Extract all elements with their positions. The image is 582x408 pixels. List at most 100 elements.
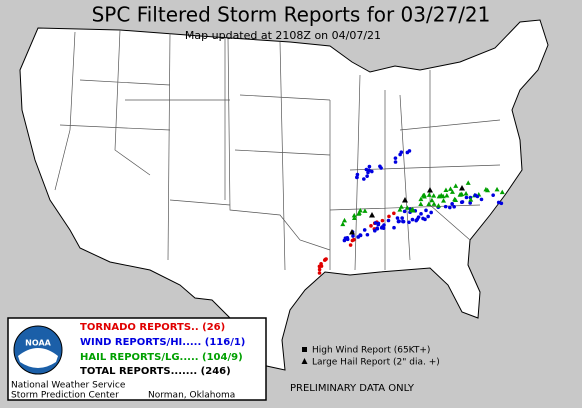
tornado-marker xyxy=(350,238,355,243)
hail-marker xyxy=(362,208,368,213)
hail-marker xyxy=(351,215,357,220)
wind-marker xyxy=(362,177,366,181)
wind-marker xyxy=(491,193,495,197)
title: SPC Filtered Storm Reports for 03/27/21 xyxy=(92,3,491,27)
wind-marker xyxy=(419,212,423,216)
wind-marker xyxy=(397,219,401,224)
wind-marker xyxy=(496,200,501,205)
hail-marker xyxy=(357,207,363,213)
location: Norman, Oklahoma xyxy=(148,391,235,401)
center: Storm Prediction Center xyxy=(11,391,119,401)
wind-marker xyxy=(392,225,396,230)
status: PRELIMINARY DATA ONLY xyxy=(290,383,415,394)
legend-total: TOTAL REPORTS....... (246) xyxy=(80,366,231,377)
large-hail-marker xyxy=(349,229,355,235)
wind-marker xyxy=(460,200,465,204)
wind-marker xyxy=(401,219,405,224)
wind-marker xyxy=(393,156,398,160)
wind-marker xyxy=(372,228,377,233)
wind-marker xyxy=(342,238,347,243)
wind-marker xyxy=(421,216,425,221)
wind-marker xyxy=(443,204,448,209)
hail-marker xyxy=(444,193,450,198)
tornado-marker xyxy=(387,214,391,219)
wind-marker xyxy=(378,164,382,169)
wind-marker xyxy=(376,222,380,226)
wind-marker xyxy=(395,216,400,220)
hail-marker xyxy=(441,198,447,203)
tornado-marker xyxy=(317,267,322,272)
hail-marker xyxy=(494,186,500,192)
hail-marker xyxy=(463,191,469,196)
wind-marker xyxy=(367,164,372,169)
hail-marker xyxy=(453,183,459,188)
wind-marker xyxy=(400,216,404,220)
hail-marker xyxy=(436,203,442,208)
legend-hail: HAIL REPORTS/LG..... (104/9) xyxy=(80,352,243,363)
wind-marker xyxy=(393,160,398,164)
tornado-marker xyxy=(324,257,328,261)
tornado-marker xyxy=(317,271,322,275)
wind-marker xyxy=(429,210,433,215)
wind-marker xyxy=(468,201,472,205)
large-hail-marker xyxy=(369,212,375,218)
wind-marker xyxy=(358,233,363,238)
wind-marker xyxy=(381,226,386,230)
wind-marker xyxy=(355,172,360,177)
wind-marker xyxy=(479,197,484,202)
hail-marker xyxy=(499,189,505,195)
subtitle: Map updated at 2108Z on 04/07/21 xyxy=(185,29,381,42)
large-hail-marker xyxy=(459,185,465,191)
wind-marker xyxy=(450,202,454,206)
us-outline xyxy=(19,19,549,371)
wind-marker xyxy=(414,218,419,223)
legend-high-wind: High Wind Report (65KT+) xyxy=(312,346,430,356)
hail-marker xyxy=(410,206,416,212)
high-wind-symbol xyxy=(302,347,307,352)
wind-marker xyxy=(410,217,415,222)
wind-marker xyxy=(351,234,355,238)
wind-marker xyxy=(367,168,371,173)
legend-large-hail: Large Hail Report (2" dia. +) xyxy=(312,358,440,368)
tornado-marker xyxy=(369,224,373,228)
logo-text: NOAA xyxy=(25,339,51,348)
tornado-marker xyxy=(380,218,385,223)
wind-marker xyxy=(398,152,402,157)
hail-marker xyxy=(404,205,410,210)
legend-wind: WIND REPORTS/HI..... (116/1) xyxy=(80,337,245,348)
hail-marker xyxy=(429,197,435,203)
wind-marker xyxy=(375,226,379,231)
hail-marker xyxy=(443,187,449,192)
wind-marker xyxy=(402,209,407,214)
hail-marker xyxy=(431,201,437,206)
hail-marker xyxy=(426,192,432,197)
wind-marker xyxy=(452,204,456,209)
tornado-marker xyxy=(392,211,396,216)
hail-marker xyxy=(449,189,455,194)
noaa-logo-wave xyxy=(18,348,58,368)
wind-marker xyxy=(362,228,367,232)
wind-marker xyxy=(464,195,469,200)
wind-marker xyxy=(448,205,452,210)
hail-marker xyxy=(426,201,432,206)
tornado-marker xyxy=(348,243,353,247)
hail-marker xyxy=(418,201,424,206)
wind-marker xyxy=(475,194,480,199)
wind-marker xyxy=(386,218,391,223)
hail-marker xyxy=(397,207,403,212)
hail-marker xyxy=(465,180,471,185)
wind-marker xyxy=(382,223,386,227)
wind-marker xyxy=(345,237,350,242)
hail-marker xyxy=(431,193,437,198)
hail-marker xyxy=(457,192,463,197)
hail-marker xyxy=(342,217,348,223)
wind-marker xyxy=(365,232,370,237)
hail-marker xyxy=(398,204,404,209)
legend-tornado: TORNADO REPORTS.. (26) xyxy=(80,322,225,333)
hail-marker xyxy=(340,221,346,227)
hail-marker xyxy=(447,186,453,191)
large-hail-symbol xyxy=(301,358,308,364)
wind-marker xyxy=(407,149,412,153)
